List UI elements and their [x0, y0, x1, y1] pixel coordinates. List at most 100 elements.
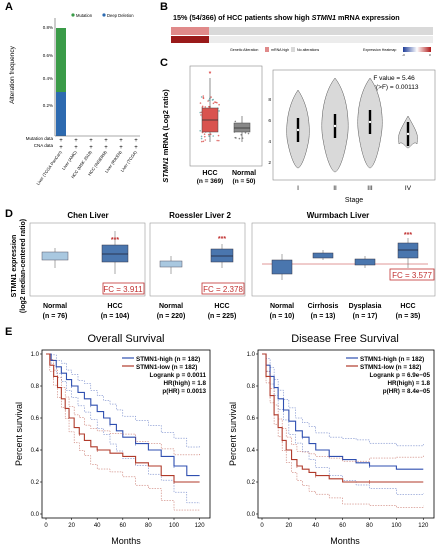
- jitter-point: [234, 120, 237, 123]
- jitter-point: [247, 132, 250, 135]
- jitter-point: [207, 133, 210, 136]
- panel-a-chart: Mutation Deep Deletion Alteration freque…: [9, 13, 140, 186]
- x-tick-label: 80: [145, 523, 152, 529]
- os-curves: [46, 353, 200, 511]
- jitter-point: [215, 101, 217, 104]
- os-stat-hr: HR(high) = 1.8: [163, 380, 206, 387]
- violin-median: [296, 128, 300, 132]
- wurmbach-fc-box: [389, 268, 435, 281]
- roessler-significance: ***: [218, 236, 226, 243]
- panel-d-chart: STMN1 expression (log2 median-centered r…: [11, 211, 436, 320]
- cna-data-marker: +: [74, 145, 78, 151]
- jitter-point: [204, 139, 207, 141]
- mutation-data-marker: +: [104, 138, 108, 144]
- x-tick-label: 120: [195, 523, 206, 529]
- wurmbach-group: Cirrhosis: [308, 303, 339, 310]
- roessler-hcc-box: [210, 248, 234, 263]
- violin-ytick: 4: [268, 139, 271, 145]
- heatmap-high: [171, 36, 209, 43]
- wurmbach-dysplasia-box: [354, 258, 376, 266]
- y-tick-label: 0.4: [247, 448, 256, 454]
- wurmbach-group: Normal: [270, 303, 294, 310]
- jitter-point: [208, 135, 210, 137]
- panel-label-e: E: [5, 326, 13, 338]
- jitter-point: [202, 96, 205, 99]
- violin-median: [406, 132, 410, 136]
- os-legend-high: STMN1-high (n = 182): [136, 356, 200, 363]
- panel-a-xcats: Liver (TCGA PanCan)Liver (AMC)HCC (MSK 2…: [35, 149, 138, 186]
- x-tick-label: 60: [119, 523, 126, 529]
- chen-significance: ***: [111, 237, 119, 244]
- x-tick-label: 0: [44, 523, 48, 529]
- dfs-ticks: 1.0 0.8 0.6 0.4 0.2 0.0 0 20 40 60 80 100 120: [247, 352, 429, 529]
- roessler-n: (n = 225): [208, 313, 237, 320]
- wurmbach-n: (n = 13): [311, 313, 336, 320]
- y-tick-label: 0.6: [247, 416, 256, 422]
- panel-a-ytick: 0.6%: [43, 53, 53, 58]
- wurmbach-normal-box: [271, 259, 293, 275]
- jitter-point: [203, 135, 206, 138]
- x-tick-label: 80: [366, 523, 373, 529]
- os-title: Overall Survival: [87, 333, 164, 345]
- jitter-point: [200, 135, 203, 138]
- panel-b-title: 15% (54/366) of HCC patients show high S…: [173, 13, 400, 22]
- box-label-hcc: HCC: [202, 170, 217, 177]
- y-tick-label: 1.0: [247, 352, 256, 358]
- cna-data-marker: +: [89, 145, 93, 151]
- dfs-frame: [257, 349, 435, 519]
- dfs-legend-low: STMN1-low (n = 182): [360, 364, 421, 371]
- box-n-hcc: (n = 369): [197, 178, 224, 185]
- legend-deletion-dot: [102, 13, 106, 17]
- y-tick-label: 0.0: [247, 512, 256, 518]
- violin-ytick: 2: [268, 160, 271, 166]
- panel-b-oncoprint: 15% (54/366) of HCC patients show high S…: [171, 13, 433, 57]
- violin-stats-f: F value = 5.46: [373, 75, 415, 82]
- legend-genetic-alteration: Genetic Alteration: [230, 48, 258, 52]
- legend-no-alterations: No alterations: [297, 48, 319, 52]
- mutation-data-marker: +: [134, 138, 138, 144]
- roessler-fc: FC = 2.378: [203, 285, 243, 294]
- panel-d-ylabel-1: STMN1 expression: [11, 235, 18, 298]
- km-low-curve: [262, 353, 424, 483]
- jitter-point: [207, 100, 209, 102]
- cna-data-marker: +: [104, 145, 108, 151]
- box-significance: *: [209, 71, 212, 78]
- violin-ytick: 6: [268, 118, 271, 124]
- os-stat-logrank: Logrank p = 0.0011: [149, 372, 206, 379]
- panel-c-ylabel: STMN1 mRNA (Log2 ratio): [161, 89, 170, 183]
- dfs-stat-hr: HR(high) = 1.8: [387, 380, 430, 387]
- oncoprint-mrna-high: [171, 27, 209, 35]
- jitter-point: [217, 134, 220, 137]
- panel-c-chart: STMN1 mRNA (Log2 ratio) * HCC (n = 369) …: [161, 65, 436, 204]
- km-low-curve-ci-upper: [262, 353, 424, 462]
- y-tick-label: 0.2: [247, 480, 256, 486]
- chen-n: (n = 104): [101, 313, 130, 320]
- km-high-curve-ci-upper: [262, 353, 424, 447]
- stage-label: I: [297, 185, 299, 192]
- x-tick-label: 100: [391, 523, 402, 529]
- wurmbach-frame: [251, 222, 436, 297]
- jitter-point: [217, 139, 220, 142]
- legend-deletion-text: Deep Deletion: [107, 13, 134, 18]
- roessler-normal-box: [159, 260, 183, 268]
- stage-label: IV: [405, 185, 412, 192]
- dfs-stat-phr: p(HR) = 8.4e−05: [383, 388, 431, 395]
- chen-frame: [29, 222, 146, 297]
- roessler-title: Roessler Liver 2: [169, 211, 231, 220]
- legend-mutation-text: Mutation: [76, 13, 93, 18]
- roessler-group: HCC: [214, 303, 229, 310]
- chen-fc: FC = 3.911: [103, 285, 143, 294]
- km-low-curve-ci-lower: [46, 353, 200, 511]
- violin-median: [333, 124, 337, 128]
- colorbar-max: 3: [429, 53, 431, 57]
- os-xlabel: Months: [111, 536, 141, 546]
- y-tick-label: 0.8: [247, 384, 256, 390]
- jitter-point: [202, 140, 205, 143]
- mutation-data-marker: +: [59, 138, 63, 144]
- box-label-normal: Normal: [232, 170, 256, 177]
- jitter-point: [200, 96, 203, 98]
- chen-fc-box: [102, 282, 145, 295]
- jitter-point: [218, 103, 220, 106]
- panel-a-legend: Mutation Deep Deletion: [71, 13, 134, 18]
- panel-a-ytick: 0.8%: [43, 25, 53, 30]
